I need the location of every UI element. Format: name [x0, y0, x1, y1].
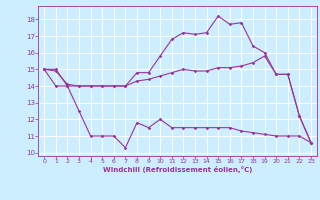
X-axis label: Windchill (Refroidissement éolien,°C): Windchill (Refroidissement éolien,°C) — [103, 166, 252, 173]
